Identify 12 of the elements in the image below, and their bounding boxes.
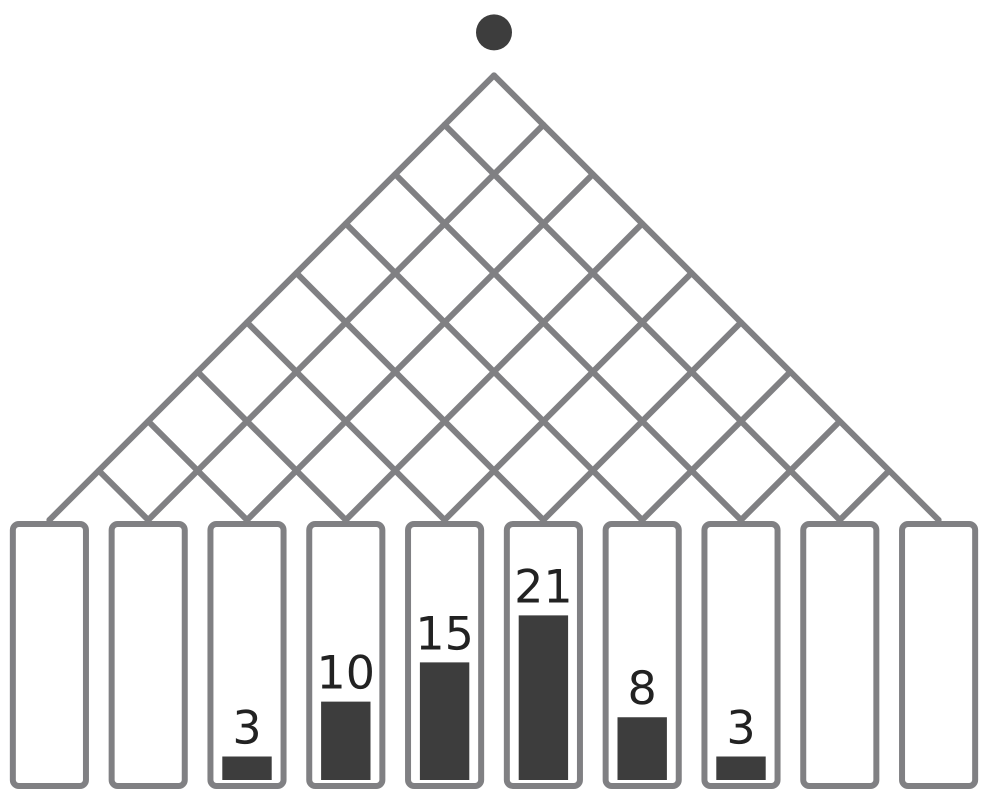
data-label: 10 xyxy=(316,646,376,700)
data-label: 21 xyxy=(514,559,573,614)
bar xyxy=(518,615,568,780)
data-label: 15 xyxy=(415,606,474,660)
bar xyxy=(420,662,470,780)
bar xyxy=(321,702,370,780)
data-label: 8 xyxy=(628,661,657,716)
bar xyxy=(222,756,272,780)
data-label: 3 xyxy=(726,700,756,754)
bar xyxy=(716,756,766,780)
data-label: 3 xyxy=(232,700,262,754)
bar xyxy=(618,717,667,780)
